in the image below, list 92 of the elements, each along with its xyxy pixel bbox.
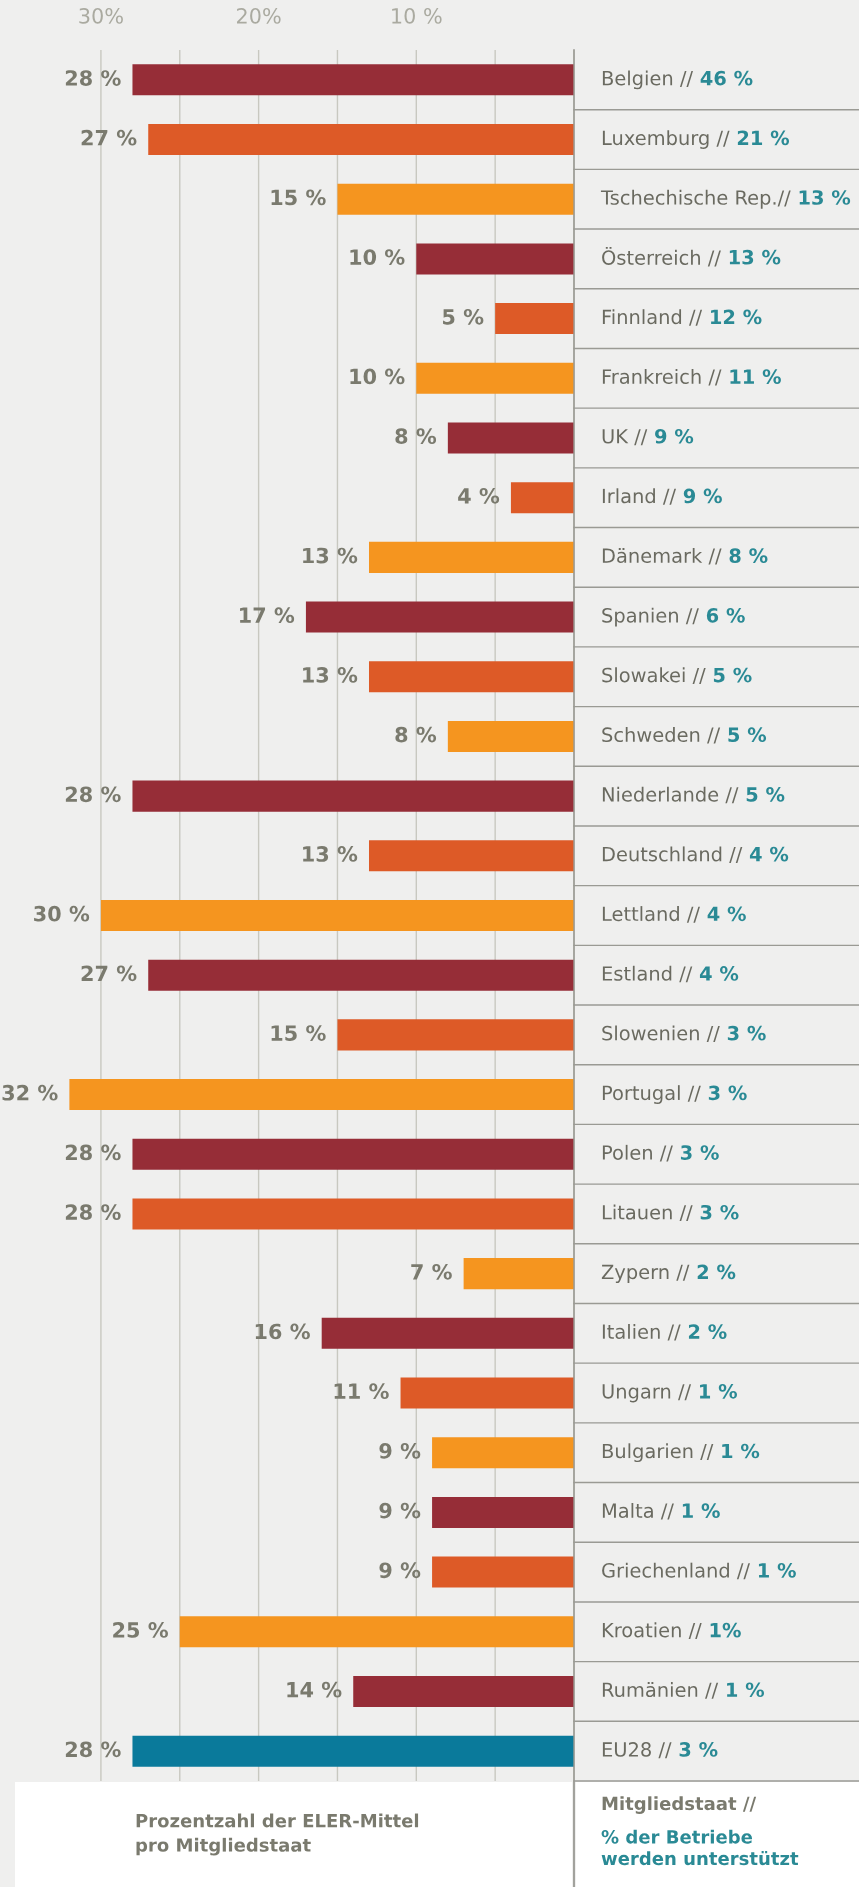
y-tick-label: Ungarn // 1 %	[602, 1383, 737, 1403]
y-tick-label: Rumänien // 1 %	[602, 1682, 765, 1699]
bar	[447, 422, 574, 454]
y-tick-label: EU28 // 3 %	[602, 1742, 718, 1759]
data-label: 28 %	[65, 70, 121, 86]
y-tick-label: Dänemark // 8 %	[602, 547, 768, 565]
y-tick-label: Italien // 2 %	[602, 1323, 727, 1341]
y-tick-label: UK // 9 %	[602, 428, 694, 446]
bar	[132, 780, 574, 812]
data-label: 17 %	[240, 607, 295, 624]
y-tick-label: Spanien // 6 %	[602, 607, 745, 627]
bar	[321, 1317, 574, 1349]
y-tick-label: Kroatien // 1%	[602, 1622, 741, 1639]
bar	[447, 720, 574, 752]
y-tick-label: Bulgarien // 1 %	[602, 1443, 760, 1463]
bar	[353, 1675, 574, 1707]
data-label: 25 %	[113, 1622, 168, 1638]
y-tick-label: Slowenien // 3 %	[602, 1025, 766, 1043]
bar	[510, 482, 574, 514]
x-axis-title: Prozentzahl der ELER-Mittel pro Mitgliedstaat	[136, 1813, 419, 1856]
data-label: 10 %	[350, 368, 405, 385]
data-label: 10 %	[350, 249, 405, 265]
bar	[132, 1138, 574, 1170]
bar	[495, 303, 574, 335]
bar	[432, 1496, 574, 1528]
y-tick-label: Frankreich // 11 %	[602, 368, 781, 386]
y-tick-label: Finnland // 12 %	[602, 309, 762, 326]
y-tick-label: Zypern // 2 %	[601, 1264, 736, 1284]
data-label: 4 %	[458, 487, 500, 504]
data-label: 16 %	[255, 1323, 310, 1340]
bar	[416, 362, 574, 394]
bar	[337, 183, 574, 215]
y-tick-label: Schweden // 5 %	[602, 727, 767, 744]
y-tick-label: Lettland // 4 %	[602, 906, 746, 923]
bar	[305, 601, 574, 633]
bar	[132, 64, 574, 96]
data-label: 27 %	[81, 129, 137, 146]
data-label: 28 %	[65, 1144, 121, 1161]
bar	[148, 959, 574, 991]
bar	[432, 1556, 574, 1588]
data-label: 28 %	[65, 786, 121, 803]
y-tick-label: Griechenland // 1 %	[602, 1562, 796, 1580]
data-label: 9 %	[379, 1502, 421, 1519]
y-tick-label: Tschechische Rep.// 13 %	[600, 189, 851, 209]
data-label: 14 %	[287, 1681, 342, 1698]
bar	[416, 243, 574, 275]
data-label: 32 %	[2, 1084, 58, 1101]
bar	[148, 124, 574, 156]
y-tick-label: Portugal // 3 %	[602, 1085, 747, 1104]
bar	[179, 1616, 574, 1648]
data-label: 8 %	[395, 726, 437, 743]
data-label: 7 %	[411, 1263, 452, 1280]
bar	[337, 1019, 574, 1051]
bar	[69, 1079, 574, 1111]
data-label: 8 %	[395, 428, 437, 445]
data-label: 13 %	[303, 547, 358, 564]
data-label: 15 %	[271, 1025, 326, 1041]
y-tick-label: Deutschland // 4 %	[602, 846, 789, 863]
bar	[100, 899, 574, 932]
data-label: 9 %	[379, 1442, 421, 1459]
y-tick-label: Österreich // 13 %	[602, 246, 781, 267]
x-tick-label: 10 %	[392, 7, 442, 24]
bar	[369, 661, 574, 693]
data-label: 9 %	[379, 1562, 421, 1579]
bar	[369, 541, 574, 573]
y-tick-label: Slowakei // 5 %	[602, 667, 752, 684]
bar	[400, 1377, 574, 1409]
bar	[369, 840, 574, 872]
text: Mitgliedstaat // % der Betriebe werden unterstützt	[601, 1796, 799, 1866]
y-tick-label: Litauen // 3 %	[602, 1204, 739, 1222]
y-tick-label: Polen // 3 %	[602, 1144, 719, 1162]
bar	[132, 1198, 574, 1230]
data-label: 11 %	[334, 1383, 389, 1400]
y-tick-label: Niederlande // 5 %	[602, 786, 785, 804]
bar	[463, 1258, 574, 1290]
data-label: 30 %	[34, 905, 90, 922]
data-label: 28 %	[65, 1741, 121, 1758]
y-tick-label: Belgien // 46 %	[602, 70, 753, 90]
y-tick-label: Malta // 1 %	[602, 1502, 720, 1520]
data-label: 15 %	[271, 189, 326, 206]
data-label: 28 %	[65, 1204, 121, 1220]
y-tick-label: Irland // 9 %	[602, 488, 722, 505]
y-tick-label: Luxemburg // 21 %	[602, 130, 790, 149]
y-tick-label: Estland // 4 %	[602, 965, 739, 983]
data-label: 27 %	[81, 965, 137, 982]
data-label: 5 %	[443, 308, 484, 325]
data-label: 13 %	[303, 846, 358, 862]
x-tick-label: 30%	[79, 7, 123, 24]
bar	[132, 1735, 574, 1767]
data-label: 13 %	[303, 667, 358, 683]
bar	[432, 1437, 574, 1469]
x-tick-label: 20%	[236, 7, 281, 24]
